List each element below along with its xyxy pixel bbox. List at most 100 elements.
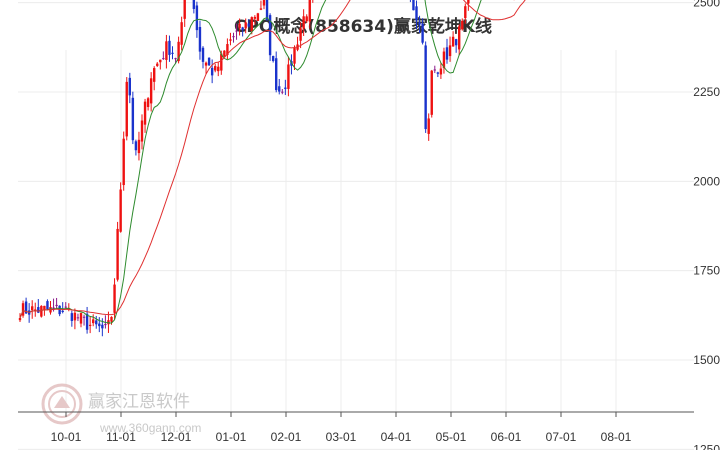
moving-averages: [19, 0, 526, 324]
watermark-text: 赢家江恩软件: [88, 392, 190, 412]
candle-body: [146, 98, 150, 107]
candle-body: [82, 316, 86, 318]
candle-body: [308, 0, 311, 22]
candle-body: [143, 101, 147, 125]
candle-body: [156, 63, 159, 66]
candle-body: [262, 0, 266, 6]
candle-body: [256, 13, 260, 21]
gann-seal-logo: [41, 383, 83, 425]
candle-body: [430, 70, 433, 115]
candle-body: [165, 41, 168, 60]
short-ma-line: [19, 0, 482, 324]
candle-body: [140, 120, 144, 142]
candle-body: [241, 27, 244, 30]
candle-body: [149, 78, 153, 104]
x-tick-label: 04-01: [381, 430, 412, 444]
candle-body: [95, 320, 98, 325]
y-tick-label: 2500: [693, 0, 720, 10]
candle-body: [293, 47, 296, 64]
candle-body: [116, 228, 119, 280]
candle-body: [168, 40, 171, 55]
candle-body: [461, 20, 464, 30]
y-tick-label: 2000: [693, 174, 720, 188]
candle-body: [37, 307, 40, 313]
candle-body: [232, 36, 235, 38]
candle-body: [299, 28, 302, 41]
candle-body: [195, 5, 199, 31]
candle-body: [18, 318, 22, 321]
candle-body: [134, 141, 138, 151]
candle-body: [125, 81, 128, 137]
candle-body: [278, 86, 281, 92]
candle-body: [70, 313, 74, 321]
candle-body: [52, 307, 55, 309]
candle-body: [85, 313, 89, 330]
candle-body: [198, 26, 202, 52]
candle-body: [159, 59, 162, 63]
candle-body: [287, 64, 290, 89]
candle-body: [445, 47, 449, 60]
candle-body: [244, 22, 247, 29]
axes: 1250150017502000225025002750300010-0111-…: [18, 0, 720, 450]
candle-body: [418, 22, 421, 25]
candles: [18, 0, 515, 337]
candle-body: [55, 304, 58, 306]
candle-body: [192, 0, 196, 9]
candle-body: [259, 8, 263, 10]
candle-body: [214, 66, 217, 71]
candle-body: [98, 323, 101, 327]
y-tick-label: 1750: [693, 264, 720, 278]
candle-body: [46, 301, 49, 310]
watermark-url: www.360gann.com: [99, 421, 201, 435]
candle-body: [207, 57, 211, 66]
candle-body: [421, 23, 424, 43]
y-tick-label: 1250: [693, 442, 720, 450]
candle-body: [171, 52, 174, 54]
x-tick-label: 01-01: [216, 430, 247, 444]
candle-body: [64, 306, 67, 308]
candle-body: [433, 69, 436, 71]
candle-body: [217, 66, 220, 72]
candle-body: [226, 44, 229, 55]
candle-body: [177, 41, 180, 62]
candle-body: [223, 50, 226, 57]
candle-body: [275, 58, 278, 91]
candle-body: [101, 324, 104, 329]
candle-body: [271, 55, 275, 61]
candle-body: [424, 45, 427, 130]
candle-body: [204, 62, 208, 66]
candle-body: [235, 30, 238, 32]
candle-body: [104, 324, 107, 326]
candle-body: [281, 91, 284, 93]
candle-body: [180, 22, 183, 45]
candle-body: [436, 72, 440, 74]
candle-body: [284, 87, 287, 89]
candle-body: [467, 0, 470, 4]
candle-body: [305, 16, 308, 22]
candle-body: [451, 36, 455, 47]
long-ma-line: [19, 0, 526, 319]
x-tick-label: 07-01: [546, 430, 577, 444]
candle-body: [43, 305, 46, 311]
x-tick-label: 03-01: [326, 430, 357, 444]
candle-body: [73, 312, 77, 321]
candle-body: [137, 139, 141, 154]
watermark: 赢家江恩软件 www.360gann.com: [41, 383, 201, 435]
candle-body: [110, 316, 113, 322]
candle-body: [229, 39, 232, 41]
candle-body: [253, 16, 257, 19]
candle-body: [250, 17, 253, 32]
candle-body: [183, 0, 186, 19]
candle-body: [439, 68, 443, 75]
y-tick-label: 1500: [693, 353, 720, 367]
candle-body: [113, 284, 116, 313]
candle-body: [268, 15, 272, 56]
candle-body: [464, 6, 467, 19]
candle-body: [442, 51, 446, 69]
candle-body: [131, 97, 135, 141]
candle-body: [119, 189, 122, 232]
candle-body: [247, 23, 250, 27]
candle-body: [415, 6, 418, 21]
candle-body: [448, 45, 452, 57]
